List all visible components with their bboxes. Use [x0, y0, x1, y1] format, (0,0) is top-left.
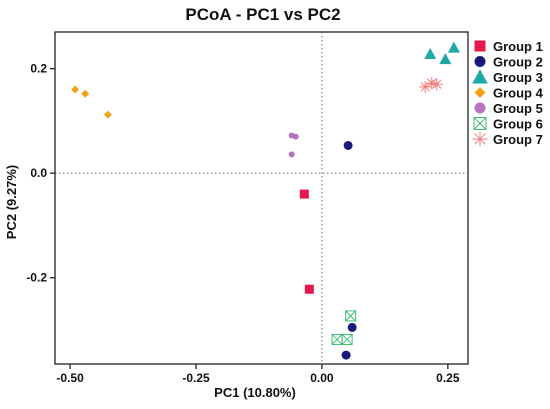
x-tick-label: 0.00 — [310, 371, 334, 385]
legend-label-3: Group 3 — [493, 70, 543, 85]
plot-layer: -0.50 -0.25 0.00 0.25 -0.2 0.0 0.2 — [26, 31, 469, 385]
legend-marker-4 — [474, 87, 486, 98]
marker-cross — [331, 334, 343, 345]
marker-stroke — [427, 78, 437, 88]
x-axis-label: PC1 (10.80%) — [214, 385, 296, 400]
data-point — [341, 333, 353, 345]
data-point — [71, 85, 80, 94]
series-group-5 — [288, 132, 299, 158]
y-axis-label: PC2 (9.27%) — [4, 165, 19, 239]
marker-cross — [341, 334, 353, 345]
data-point — [341, 350, 351, 360]
data-point — [424, 47, 437, 59]
marker-box — [473, 117, 487, 130]
y-tick-label: 0.0 — [30, 166, 47, 180]
x-tick-label: -0.25 — [182, 371, 210, 385]
legend-marker-7 — [472, 131, 488, 147]
legend-marker-1 — [474, 40, 486, 52]
legend-marker-3 — [472, 69, 488, 84]
marker-cross — [473, 117, 487, 130]
legend-label-4: Group 4 — [493, 86, 544, 101]
data-point — [299, 189, 309, 199]
marker-stroke — [474, 133, 486, 145]
data-point — [103, 110, 112, 119]
data-point — [345, 310, 357, 322]
data-point — [439, 53, 452, 65]
y-tick-label: 0.2 — [30, 62, 47, 76]
data-point — [447, 41, 460, 53]
legend-label-1: Group 1 — [493, 39, 543, 54]
legend-marker-5 — [474, 102, 486, 114]
series-group-7 — [419, 77, 443, 93]
data-point — [331, 333, 343, 345]
data-point — [430, 78, 443, 91]
legend-label-6: Group 6 — [493, 117, 543, 132]
data-point — [81, 89, 90, 98]
data-point — [288, 151, 295, 158]
series-group-3 — [424, 41, 460, 65]
series-group-2 — [341, 140, 357, 360]
series-group-6 — [331, 310, 357, 345]
data-point — [347, 322, 357, 332]
data-point — [304, 284, 314, 294]
x-tick-label: -0.50 — [56, 371, 84, 385]
legend-label-5: Group 5 — [493, 101, 543, 116]
legend-marker-6 — [473, 117, 487, 130]
x-tick-label: 0.25 — [436, 371, 460, 385]
marker-cross — [345, 310, 357, 322]
marker-box — [345, 310, 357, 322]
data-point — [419, 80, 432, 93]
y-tick-label: -0.2 — [26, 271, 47, 285]
data-point — [343, 140, 353, 150]
marker-stroke — [432, 79, 442, 89]
marker-stroke — [420, 82, 430, 92]
series-group-4 — [71, 85, 112, 119]
data-point — [292, 133, 299, 140]
plot-frame — [54, 31, 469, 365]
legend-marker-2 — [474, 56, 486, 67]
chart-title: PCoA - PC1 vs PC2 — [185, 5, 340, 24]
legend-label-7: Group 7 — [493, 132, 543, 147]
series-group-1 — [299, 189, 314, 294]
marker-box — [341, 333, 353, 345]
legend-label-2: Group 2 — [493, 55, 543, 70]
